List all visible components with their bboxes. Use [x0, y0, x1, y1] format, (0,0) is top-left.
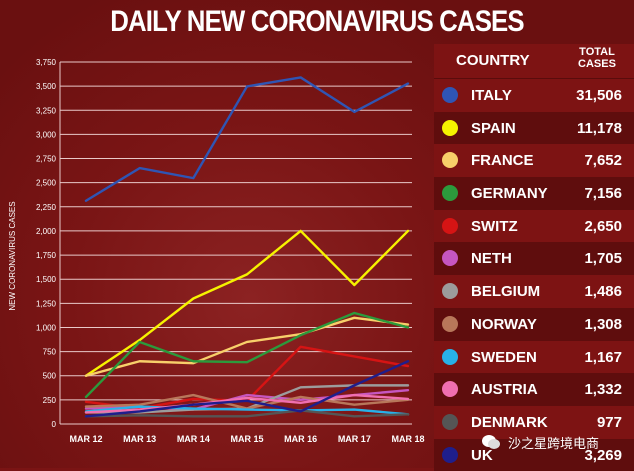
table-row: UK 3,269 — [434, 438, 634, 471]
legend-color-dot — [442, 283, 458, 300]
y-tick-label: 2,500 — [36, 179, 57, 188]
y-tick-label: 0 — [52, 420, 57, 429]
series-line-germany — [84, 311, 410, 399]
y-tick-label: 750 — [43, 348, 57, 357]
y-tick-label: 2,750 — [36, 155, 57, 164]
table-body: ITALY 31,506 SPAIN 11,178 FRANCE 7,652 GERMANY… — [434, 79, 634, 471]
total-cases: 1,167 — [584, 348, 622, 366]
series-line-switz — [84, 345, 410, 410]
legend-color-dot — [442, 446, 458, 463]
table-row: AUSTRIA 1,332 — [434, 373, 634, 406]
total-cases: 1,332 — [584, 381, 622, 399]
x-tick-label: MAR 17 — [338, 434, 371, 444]
y-tick-label: 1,500 — [36, 275, 57, 284]
series-line-italy — [84, 76, 410, 202]
y-tick-label: 500 — [43, 372, 57, 381]
total-cases: 1,705 — [584, 250, 622, 268]
country-name: FRANCE — [471, 152, 534, 170]
x-tick-labels: MAR 12 MAR 13 MAR 14 MAR 15 MAR 16 MAR 17 MAR … — [69, 434, 424, 444]
series-lines — [84, 76, 410, 418]
series-line-spain — [84, 229, 410, 377]
legend-color-dot — [442, 381, 458, 398]
legend-color-dot — [442, 185, 458, 202]
total-cases: 2,650 — [584, 217, 622, 235]
wechat-icon — [482, 435, 500, 449]
legend-color-dot — [442, 87, 458, 103]
line-chart: 0 250 500 750 1,000 1,250 1,500 1,750 2,000 2,250… — [8, 58, 425, 444]
x-tick-label: MAR 13 — [123, 434, 156, 444]
country-name: SPAIN — [471, 119, 516, 137]
total-cases: 1,486 — [584, 283, 622, 301]
x-tick-label: MAR 12 — [69, 434, 102, 444]
y-tick-label: 250 — [43, 396, 57, 405]
country-name: SWITZ — [471, 217, 518, 235]
watermark-text: 沙之星跨境电商 — [508, 437, 600, 452]
x-tick-label: MAR 18 — [391, 434, 424, 444]
total-cases: 977 — [596, 413, 622, 431]
table-row: NETH 1,705 — [434, 242, 634, 276]
legend-color-dot — [442, 413, 458, 430]
total-cases: 3,269 — [584, 446, 622, 464]
y-tick-label: 2,250 — [36, 203, 57, 212]
y-tick-label: 3,000 — [36, 130, 57, 139]
y-tick-label: 1,000 — [36, 323, 57, 332]
y-tick-labels: 0 250 500 750 1,000 1,250 1,500 1,750 2,000 2,250… — [36, 58, 57, 429]
x-tick-label: MAR 16 — [284, 434, 317, 444]
legend-color-dot — [442, 119, 458, 136]
y-tick-label: 1,250 — [36, 299, 57, 308]
legend-color-dot — [442, 217, 458, 234]
header-total-line1: TOTAL — [579, 46, 615, 58]
y-tick-label: 3,500 — [36, 82, 57, 91]
country-name: ITALY — [471, 87, 512, 104]
chart-title: DAILY NEW CORONAVIRUS CASES — [110, 5, 524, 38]
series-line-austria — [84, 393, 410, 414]
country-name: AUSTRIA — [471, 381, 538, 399]
country-totals-table: COUNTRY TOTAL CASES ITALY 31,506 SPAIN 11,1… — [434, 44, 634, 471]
header-total-line2: CASES — [578, 58, 616, 70]
country-name: NETH — [471, 250, 512, 268]
legend-color-dot — [442, 152, 458, 169]
series-line-sweden — [84, 405, 410, 416]
table-header: COUNTRY TOTAL CASES — [434, 44, 634, 79]
x-tick-label: MAR 14 — [177, 434, 210, 444]
table-row: ITALY 31,506 — [434, 79, 634, 112]
country-name: BELGIUM — [471, 283, 541, 301]
country-name: GERMANY — [471, 185, 548, 203]
legend-color-dot — [442, 315, 458, 332]
series-line-denmark — [84, 409, 410, 418]
total-cases: 11,178 — [576, 119, 622, 137]
table-row: DENMARK 977 — [434, 405, 634, 439]
country-name: DENMARK — [471, 413, 548, 431]
y-tick-label: 1,750 — [36, 251, 57, 260]
legend-color-dot — [442, 348, 458, 365]
legend-color-dot — [442, 250, 458, 267]
header-country: COUNTRY — [456, 52, 530, 69]
country-name: SWEDEN — [471, 348, 537, 366]
table-row: SWEDEN 1,167 — [434, 340, 634, 374]
y-axis-label: NEW CORONAVIRUS CASES — [8, 201, 17, 310]
total-cases: 7,156 — [584, 185, 622, 203]
total-cases: 1,308 — [584, 315, 622, 333]
total-cases: 7,652 — [584, 152, 622, 170]
header-total-cases: TOTAL CASES — [572, 46, 622, 70]
total-cases: 31,506 — [576, 87, 622, 104]
country-name: NORWAY — [471, 315, 537, 333]
table-row: SWITZ 2,650 — [434, 209, 634, 243]
table-row: SPAIN 11,178 — [434, 111, 634, 145]
y-tick-label: 2,000 — [36, 227, 57, 236]
country-name: UK — [471, 446, 493, 464]
y-tick-label: 3,750 — [36, 58, 57, 67]
table-row: NORWAY 1,308 — [434, 307, 634, 341]
series-line-uk — [84, 360, 410, 418]
series-line-france — [84, 316, 410, 377]
x-tick-label: MAR 15 — [230, 434, 263, 444]
table-row: FRANCE 7,652 — [434, 144, 634, 178]
y-tick-label: 3,250 — [36, 106, 57, 115]
table-row: GERMANY 7,156 — [434, 177, 634, 210]
table-row: BELGIUM 1,486 — [434, 275, 634, 308]
